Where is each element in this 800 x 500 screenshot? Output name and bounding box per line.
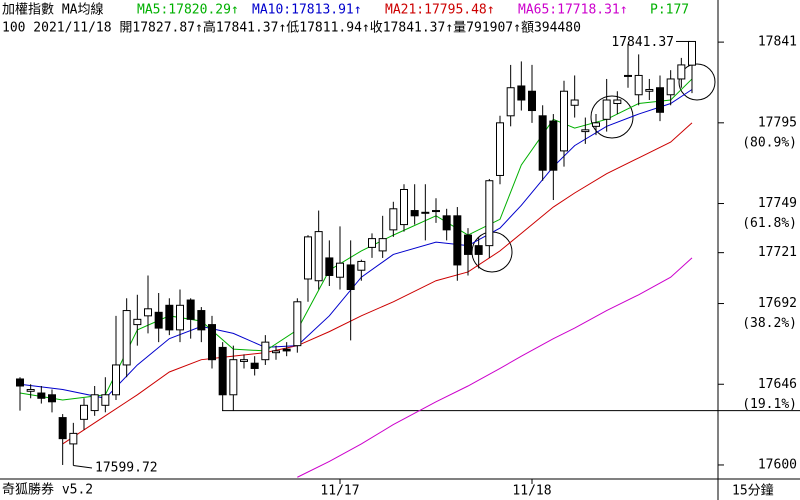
candle-body: [677, 64, 686, 80]
candle-body: [517, 85, 526, 101]
candle-body: [272, 350, 280, 354]
fib-label: (80.9%): [742, 135, 797, 150]
candle-body: [122, 310, 131, 366]
candle-body: [389, 208, 398, 231]
candle-body: [261, 341, 270, 361]
candle-body: [176, 304, 184, 331]
candle-body: [453, 215, 462, 266]
candle-body: [464, 234, 472, 255]
candle-body: [144, 308, 152, 317]
candle-body: [581, 129, 590, 133]
candle-body: [133, 318, 142, 326]
candle-body: [474, 245, 483, 255]
candle-body: [421, 211, 430, 214]
candle-body: [634, 74, 643, 96]
x-tick-label: 11/18: [512, 484, 551, 499]
candle-body: [325, 257, 334, 276]
candle-body: [528, 90, 536, 112]
header-item: 加權指數 MA均線: [2, 2, 103, 18]
y-tick-label: 17841: [758, 35, 797, 50]
candle-body: [592, 122, 600, 127]
ma-line: [19, 89, 693, 399]
candle-body: [688, 40, 696, 66]
candle-body: [112, 364, 120, 396]
ma-line: [297, 257, 693, 478]
fib-label: (19.1%): [742, 397, 797, 412]
candle-body: [304, 236, 312, 280]
candle-body: [154, 311, 163, 329]
candle-body: [400, 188, 408, 226]
fib-label: (38.2%): [742, 316, 797, 331]
candle-body: [218, 346, 227, 396]
y-tick-label: 17646: [758, 377, 797, 392]
candle-body: [336, 262, 344, 278]
candle-body: [165, 304, 174, 331]
header-row2: 100 2021/11/18 開17827.87↑高17841.37↑低1781…: [2, 20, 581, 36]
annotation: 17841.37: [611, 35, 674, 50]
candle-body: [357, 260, 366, 271]
highlight-circle: [590, 95, 634, 139]
candle-body: [80, 404, 88, 420]
header-item: MA65:17718.31↑: [518, 3, 628, 18]
candle-body: [506, 87, 515, 117]
footer-left: 奇狐勝券 v5.2: [2, 482, 93, 498]
candle-body: [410, 210, 419, 217]
candle-body: [368, 238, 376, 248]
candle-body: [37, 392, 46, 399]
candle-body: [293, 301, 302, 347]
candle-body: [378, 238, 387, 252]
annotation-leader: [73, 464, 93, 469]
candle-body: [58, 417, 67, 440]
highlight-circle: [678, 63, 716, 101]
candle-body: [346, 264, 355, 291]
candle-body: [16, 378, 24, 387]
candle-body: [197, 310, 206, 331]
y-tick-label: 17721: [758, 245, 797, 260]
candle-body: [282, 348, 291, 352]
candle-body: [496, 122, 504, 176]
candle-body: [656, 87, 664, 113]
candle-body: [48, 394, 56, 403]
ma-line: [62, 122, 693, 445]
fib-label: (61.8%): [742, 216, 797, 231]
candle-body: [549, 120, 558, 171]
ma-line: [19, 78, 693, 401]
candle-body: [624, 74, 632, 77]
candle-body: [229, 359, 238, 396]
footer-right: 15分鐘: [732, 483, 774, 499]
y-tick-label: 17600: [758, 457, 797, 472]
candle-body: [442, 215, 451, 231]
candle-body: [26, 389, 35, 392]
candle-body: [602, 99, 611, 120]
y-tick-label: 17749: [758, 196, 797, 211]
y-tick-label: 17692: [758, 296, 797, 311]
candle-body: [613, 99, 622, 105]
candle-body: [570, 99, 579, 106]
x-tick-label: 11/17: [320, 484, 359, 499]
candle-body: [432, 210, 440, 213]
candle-body: [69, 432, 78, 445]
annotation: 17599.72: [95, 461, 158, 476]
candle-body: [90, 394, 99, 412]
candle-body: [186, 299, 195, 320]
header-item: P:177: [650, 3, 689, 18]
header-item: MA5:17820.29↑: [137, 3, 239, 18]
candle-body: [645, 88, 654, 92]
y-tick-label: 17795: [758, 115, 797, 130]
candle-body: [240, 359, 248, 362]
candle-body: [101, 394, 110, 406]
header-item: MA10:17813.91↑: [252, 3, 362, 18]
candle-body: [485, 180, 494, 247]
candle-body: [314, 231, 323, 282]
candle-body: [538, 115, 547, 171]
candle-body: [208, 324, 216, 361]
candle-body: [250, 362, 259, 369]
candle-body: [666, 78, 675, 96]
candle-body: [560, 90, 568, 152]
header-item: MA21:17795.48↑: [385, 3, 495, 18]
